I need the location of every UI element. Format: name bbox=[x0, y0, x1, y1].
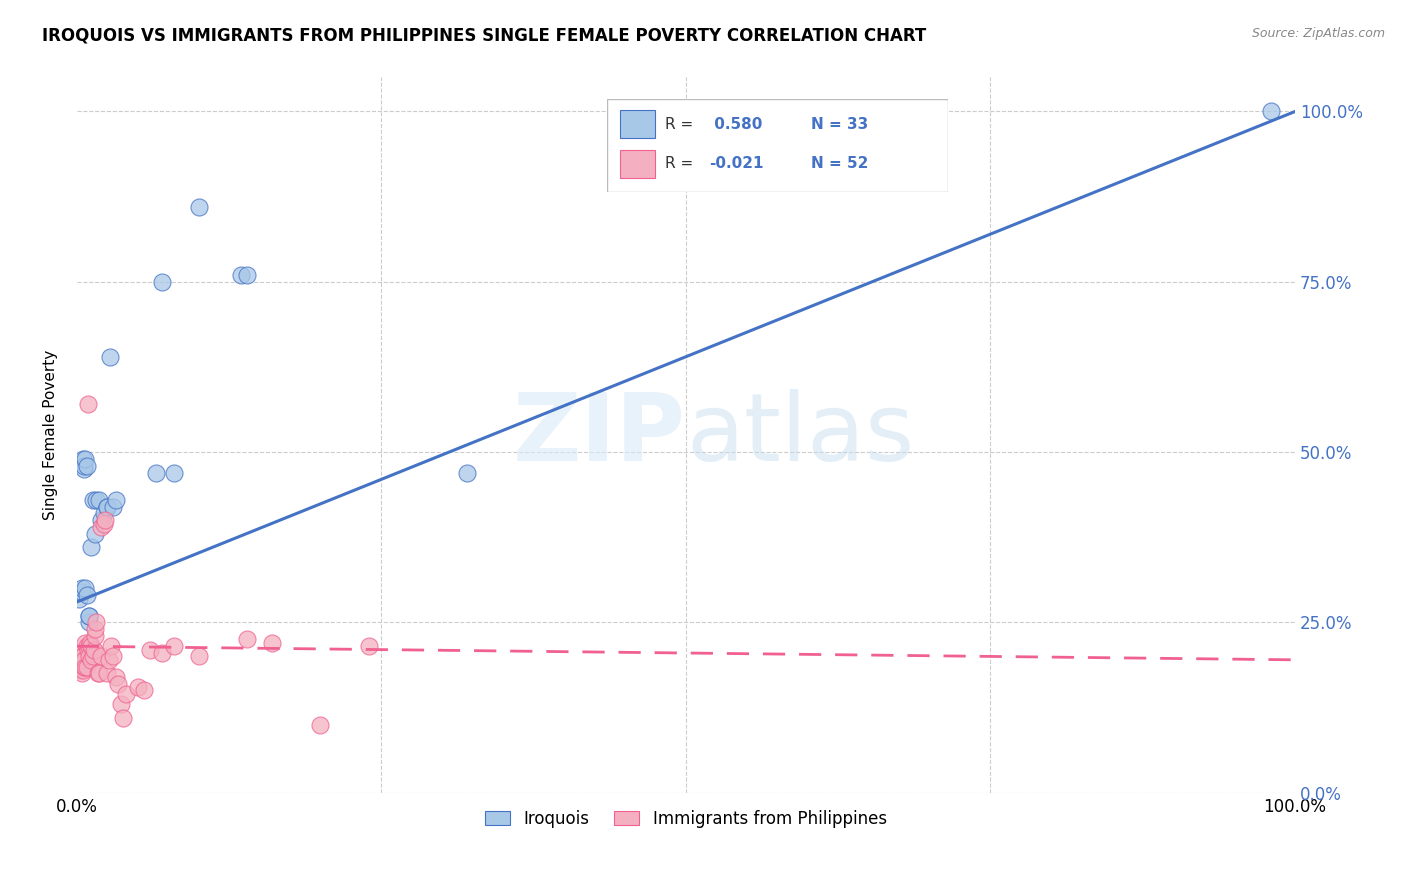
Point bbox=[83, 642, 105, 657]
Point bbox=[73, 653, 96, 667]
Point bbox=[145, 466, 167, 480]
Point bbox=[75, 659, 97, 673]
Point bbox=[163, 639, 186, 653]
Point bbox=[70, 657, 93, 671]
Point bbox=[236, 632, 259, 647]
Point bbox=[103, 649, 125, 664]
Point bbox=[90, 649, 112, 664]
Point bbox=[73, 659, 96, 673]
Point bbox=[77, 608, 100, 623]
Point bbox=[76, 588, 98, 602]
Point bbox=[96, 500, 118, 514]
Point bbox=[103, 500, 125, 514]
Point bbox=[93, 507, 115, 521]
Text: atlas: atlas bbox=[686, 389, 914, 481]
Point bbox=[70, 582, 93, 596]
Point bbox=[73, 462, 96, 476]
Point bbox=[104, 670, 127, 684]
Point bbox=[359, 639, 381, 653]
Point bbox=[76, 659, 98, 673]
Point bbox=[82, 492, 104, 507]
Point bbox=[104, 492, 127, 507]
Point bbox=[84, 629, 107, 643]
Point bbox=[139, 642, 162, 657]
Text: ZIP: ZIP bbox=[513, 389, 686, 481]
Point bbox=[76, 642, 98, 657]
Point bbox=[72, 663, 94, 677]
Point bbox=[80, 639, 103, 653]
Y-axis label: Single Female Poverty: Single Female Poverty bbox=[44, 350, 58, 520]
Point bbox=[75, 636, 97, 650]
Point bbox=[132, 683, 155, 698]
Point bbox=[236, 268, 259, 282]
Point bbox=[112, 711, 135, 725]
Point bbox=[84, 622, 107, 636]
Point bbox=[73, 458, 96, 473]
Point bbox=[163, 466, 186, 480]
Point bbox=[75, 451, 97, 466]
Point bbox=[1260, 104, 1282, 119]
Point bbox=[70, 584, 93, 599]
Point bbox=[77, 615, 100, 630]
Point bbox=[86, 666, 108, 681]
Point bbox=[87, 666, 110, 681]
Point bbox=[76, 639, 98, 653]
Point bbox=[69, 649, 91, 664]
Point bbox=[77, 649, 100, 664]
Point bbox=[187, 649, 209, 664]
Point bbox=[76, 397, 98, 411]
Point bbox=[456, 466, 478, 480]
Point bbox=[150, 275, 173, 289]
Point bbox=[107, 676, 129, 690]
Point bbox=[77, 608, 100, 623]
Point bbox=[94, 513, 117, 527]
Point bbox=[86, 492, 108, 507]
Point bbox=[90, 513, 112, 527]
Point bbox=[150, 646, 173, 660]
Point bbox=[96, 666, 118, 681]
Point bbox=[86, 615, 108, 630]
Point bbox=[127, 680, 149, 694]
Point bbox=[260, 636, 283, 650]
Point bbox=[69, 663, 91, 677]
Point bbox=[82, 649, 104, 664]
Point bbox=[93, 516, 115, 531]
Point bbox=[96, 500, 118, 514]
Point bbox=[70, 666, 93, 681]
Point bbox=[114, 687, 136, 701]
Point bbox=[309, 717, 332, 731]
Point bbox=[80, 541, 103, 555]
Point bbox=[97, 653, 120, 667]
Point bbox=[76, 458, 98, 473]
Point bbox=[100, 639, 122, 653]
Point bbox=[187, 200, 209, 214]
Text: Source: ZipAtlas.com: Source: ZipAtlas.com bbox=[1251, 27, 1385, 40]
Point bbox=[110, 697, 132, 711]
Point bbox=[90, 520, 112, 534]
Point bbox=[87, 492, 110, 507]
Point bbox=[67, 657, 90, 671]
Point bbox=[67, 591, 90, 606]
Point bbox=[67, 659, 90, 673]
Point bbox=[231, 268, 253, 282]
Point bbox=[70, 653, 93, 667]
Point bbox=[75, 582, 97, 596]
Point bbox=[72, 451, 94, 466]
Point bbox=[98, 350, 121, 364]
Point bbox=[79, 636, 101, 650]
Point bbox=[80, 653, 103, 667]
Point bbox=[72, 649, 94, 664]
Point bbox=[77, 639, 100, 653]
Point bbox=[84, 526, 107, 541]
Text: IROQUOIS VS IMMIGRANTS FROM PHILIPPINES SINGLE FEMALE POVERTY CORRELATION CHART: IROQUOIS VS IMMIGRANTS FROM PHILIPPINES … bbox=[42, 27, 927, 45]
Legend: Iroquois, Immigrants from Philippines: Iroquois, Immigrants from Philippines bbox=[478, 803, 893, 834]
